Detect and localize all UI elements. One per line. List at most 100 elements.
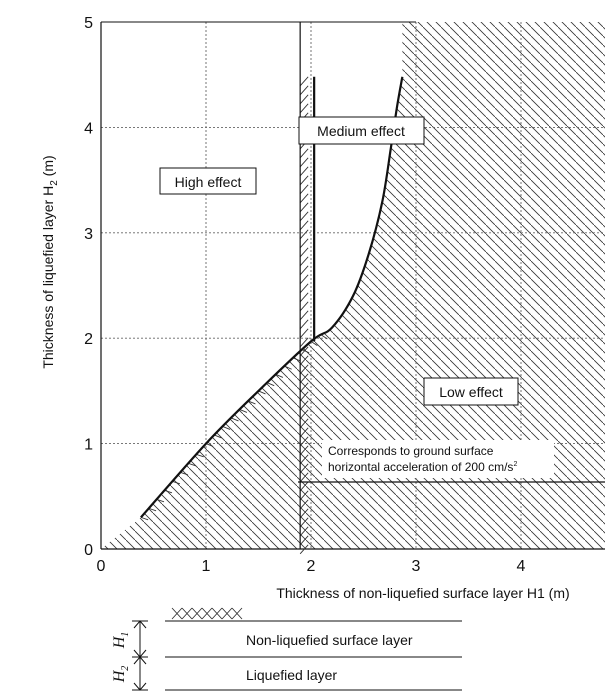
medium-hatch-tick (299, 175, 309, 186)
x-tick-label-1: 1 (202, 558, 211, 575)
x-axis-title: Thickness of non-liquefied surface layer… (276, 585, 569, 601)
medium-hatch-tick (299, 94, 309, 105)
medium-hatch-tick (299, 193, 309, 204)
medium-hatch-tick (299, 346, 309, 357)
curve-hatch-tick (188, 462, 196, 467)
medium-hatch-tick (299, 301, 309, 312)
medium-hatch-tick (299, 256, 309, 267)
medium-hatch-tick (299, 427, 309, 438)
medium-hatch-tick (299, 310, 309, 321)
curve-hatch-tick (301, 349, 310, 354)
medium-hatch-tick (299, 535, 309, 546)
x-tick-label-3: 3 (412, 558, 421, 575)
curve-hatch-tick (172, 480, 181, 485)
legend-hatch-tick (211, 607, 223, 620)
legend-hatch-tick (201, 607, 213, 620)
medium-hatch-tick (299, 184, 309, 195)
curve-hatch-tick (156, 498, 165, 503)
legend-hatch-tick (171, 607, 183, 620)
x-tick-label-4: 4 (517, 558, 526, 575)
acceleration-annotation: Corresponds to ground surface horizontal… (298, 440, 605, 483)
curve-hatch-tick (248, 400, 256, 405)
curve-hatch-tick (293, 357, 301, 362)
curve-hatch-tick (275, 374, 284, 378)
low-effect-label: Low effect (423, 377, 519, 406)
curve-hatch-tick (140, 516, 149, 521)
x-tick-label-2: 2 (307, 558, 316, 575)
curve-hatch-tick (222, 426, 231, 430)
h2-symbol: H2 (111, 666, 131, 684)
medium-hatch-tick (299, 76, 309, 87)
curve-hatch-tick (231, 417, 239, 422)
curve-hatch-tick (205, 443, 214, 447)
h2-letter: H (111, 669, 128, 683)
x-tick-label-0: 0 (97, 558, 106, 575)
medium-hatch-tick (299, 445, 309, 456)
legend-hatch-tick (181, 607, 193, 620)
medium-hatch-tick (299, 490, 309, 501)
annotation-line-1: Corresponds to ground surface (328, 444, 494, 458)
medium-hatch-tick (299, 319, 309, 330)
medium-hatch-tick (299, 472, 309, 483)
curve-hatch-tick (267, 382, 275, 387)
low-effect-text: Low effect (439, 384, 503, 400)
curve-hatch-tick (258, 390, 266, 395)
medium-hatch-tick (299, 400, 309, 411)
medium-hatch-tick (299, 526, 309, 537)
tick-labels: 0 1 2 3 4 0 1 2 3 4 5 (84, 15, 525, 575)
medium-hatch-tick (299, 283, 309, 294)
medium-hatch-tick (299, 220, 309, 231)
y-tick-label-4: 4 (84, 120, 93, 137)
medium-hatch-tick (299, 265, 309, 276)
medium-effect-text: Medium effect (317, 123, 405, 139)
legend-liquefied-label: Liquefied layer (246, 667, 337, 683)
medium-hatch-tick (299, 409, 309, 420)
y-tick-label-1: 1 (84, 437, 93, 454)
legend-hatch-tick (221, 607, 233, 620)
medium-hatch-tick (299, 436, 309, 447)
medium-hatch-tick (299, 148, 309, 159)
curve-hatch-tick (196, 453, 204, 458)
annotation-line-2: horizontal acceleration of 200 cm/s2 (328, 460, 517, 474)
medium-hatch-tick (299, 247, 309, 258)
medium-hatch-tick (299, 355, 309, 366)
curve-hatch-tick (320, 334, 328, 340)
h1-symbol: H1 (111, 632, 131, 650)
h1-subscript: 1 (120, 632, 131, 637)
medium-hatch-tick (299, 499, 309, 510)
annotation-line-2-text: horizontal acceleration of 200 cm/s (328, 460, 513, 474)
medium-hatch-tick (299, 292, 309, 303)
medium-hatch-tick (299, 202, 309, 213)
medium-hatch-tick (299, 337, 309, 348)
legend-hatch-tick (231, 607, 243, 620)
y-tick-label-0: 0 (84, 542, 93, 559)
curve-hatch-tick (284, 365, 292, 370)
y-axis-title-main: Thickness of liquefied layer H (40, 186, 56, 369)
medium-hatch-tick (299, 103, 309, 114)
medium-hatch-tick (299, 274, 309, 285)
curve-hatch-tick (214, 434, 222, 439)
low-effect-region (101, 22, 605, 549)
medium-hatch-tick (299, 328, 309, 339)
medium-hatch-tick (299, 229, 309, 240)
medium-hatch-tick (299, 364, 309, 375)
h2-subscript: 2 (120, 666, 131, 671)
curve-hatch-tick (148, 507, 157, 512)
axes (100, 21, 605, 550)
medium-hatch-tick (299, 85, 309, 96)
medium-hatch-tick (299, 508, 309, 519)
medium-hatch-tick (299, 481, 309, 492)
annotation-superscript: 2 (513, 461, 517, 468)
legend-hatch-ticks (171, 607, 243, 620)
curve-hatch-tick (239, 409, 248, 413)
boundary-hatch-ticks (140, 22, 328, 555)
medium-hatch-tick (299, 238, 309, 249)
medium-hatch-tick (299, 373, 309, 384)
medium-hatch-tick (299, 382, 309, 393)
medium-effect-label: Medium effect (298, 116, 425, 145)
medium-hatch-tick (299, 454, 309, 465)
high-effect-text: High effect (175, 174, 242, 190)
h1-letter: H (111, 635, 128, 649)
